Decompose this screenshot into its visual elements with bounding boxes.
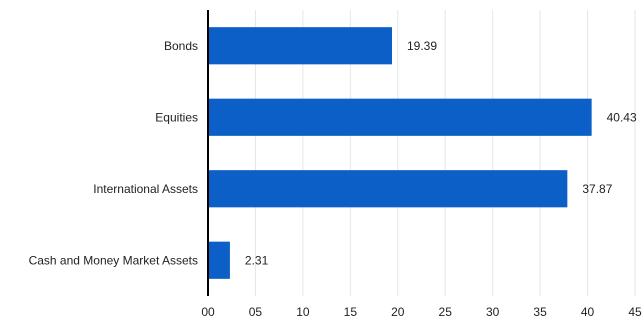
value-label: 40.43 xyxy=(607,110,637,124)
x-tick-label: 20 xyxy=(391,305,405,319)
value-label: 37.87 xyxy=(582,182,612,196)
value-label: 2.31 xyxy=(245,253,269,267)
x-tick-label: 10 xyxy=(296,305,310,319)
category-labels: Bonds Equities International Assets Cash an… xyxy=(29,39,198,268)
x-tick-label: 25 xyxy=(439,305,453,319)
bar xyxy=(208,241,230,279)
x-tick-label: 30 xyxy=(486,305,500,319)
x-tick-label: 00 xyxy=(201,305,215,319)
bar xyxy=(208,27,392,65)
category-label: International Assets xyxy=(93,182,198,196)
value-label: 19.39 xyxy=(407,39,437,53)
x-tick-label: 15 xyxy=(344,305,358,319)
x-tick-label: 45 xyxy=(628,305,642,319)
x-tick-label: 35 xyxy=(533,305,547,319)
bars xyxy=(208,27,592,279)
bar xyxy=(208,98,592,136)
x-tick-label: 40 xyxy=(581,305,595,319)
category-label: Cash and Money Market Assets xyxy=(29,253,198,267)
x-tick-label: 05 xyxy=(249,305,263,319)
value-labels: 19.39 40.43 37.87 2.31 xyxy=(245,39,637,268)
category-label: Equities xyxy=(155,110,198,124)
x-tick-labels: 00 05 10 15 20 25 30 35 40 45 xyxy=(201,305,642,319)
bar xyxy=(208,170,568,208)
category-label: Bonds xyxy=(164,39,198,53)
